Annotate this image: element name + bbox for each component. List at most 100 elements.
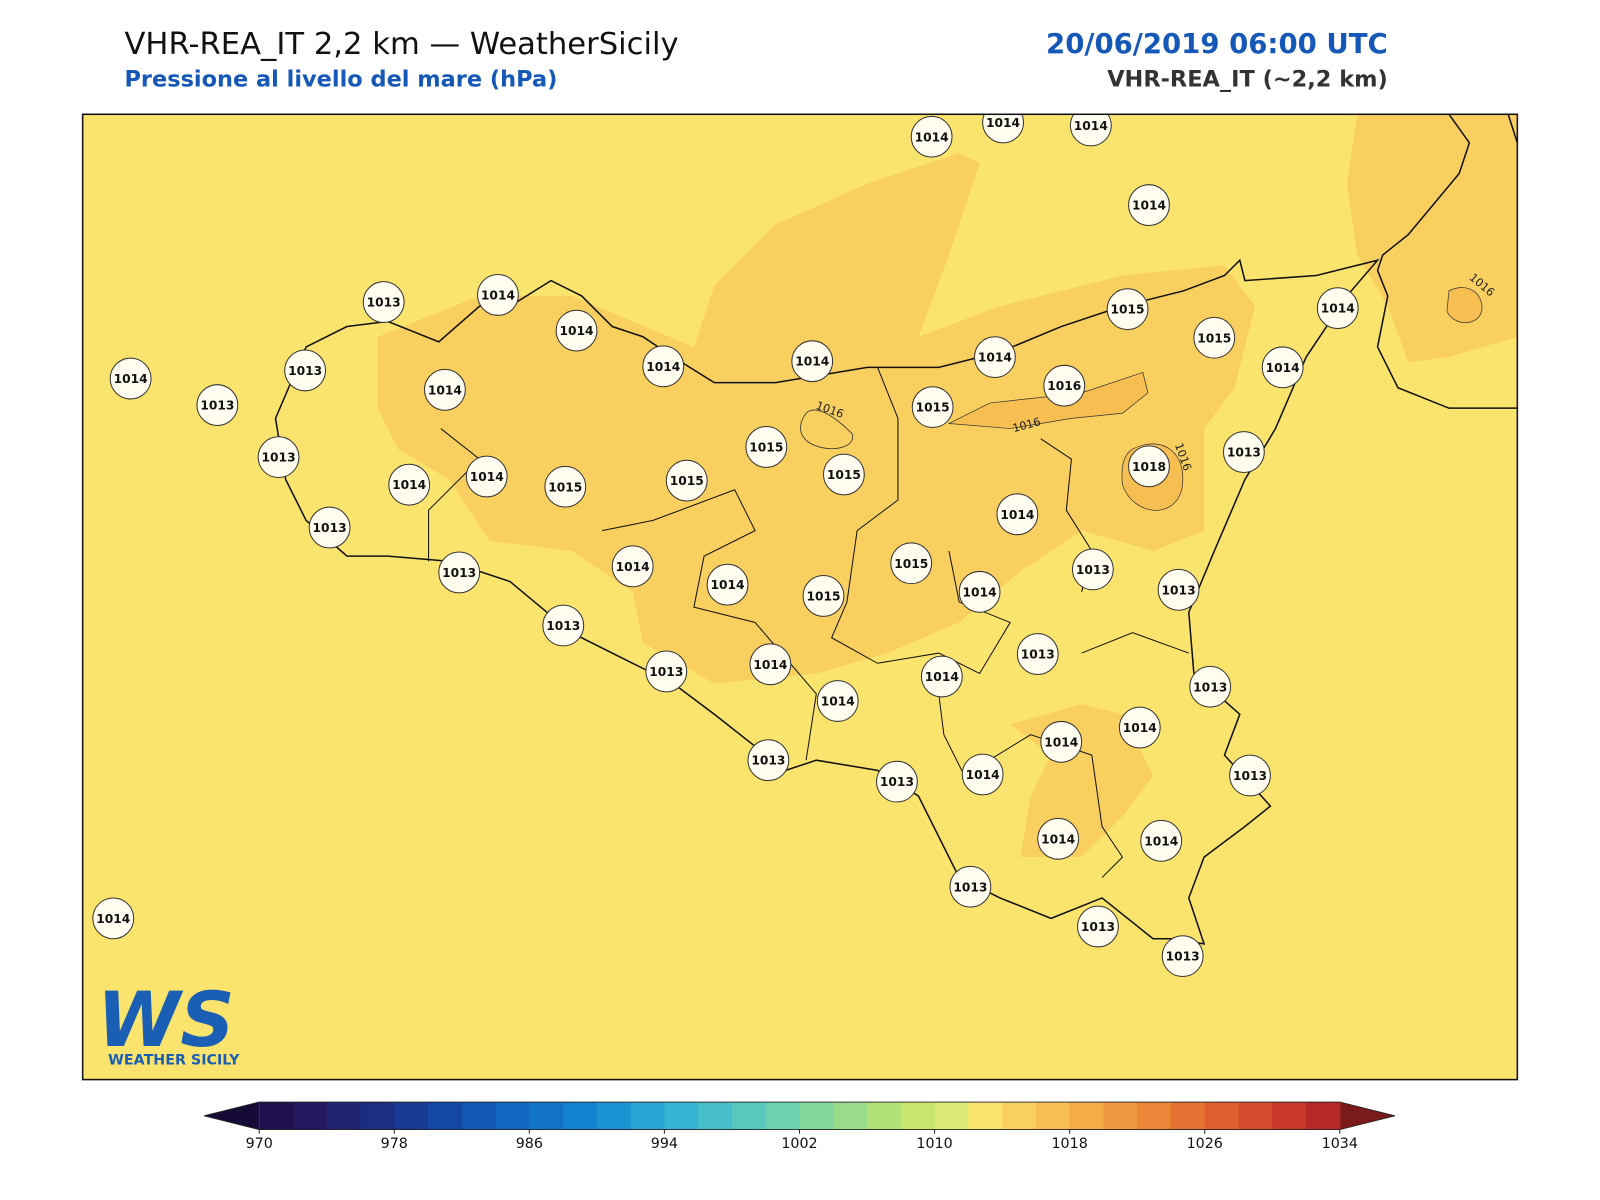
station-value: 1015 <box>670 474 704 488</box>
station: 1014 <box>423 368 466 411</box>
station: 1014 <box>555 309 598 352</box>
station: 1013 <box>1157 568 1200 611</box>
station: 1014 <box>611 545 654 588</box>
station-value: 1015 <box>1197 331 1231 345</box>
station: 1014 <box>958 570 1001 613</box>
station-marker <box>1229 754 1271 797</box>
station-value: 1013 <box>1227 446 1261 460</box>
colorbar-bin <box>461 1102 497 1130</box>
station-marker <box>555 309 598 352</box>
colorbar-bin <box>731 1102 767 1130</box>
station-value: 1014 <box>978 351 1012 365</box>
colorbar-bin <box>968 1102 1003 1130</box>
station-value: 1015 <box>749 440 783 454</box>
station-marker <box>611 545 654 588</box>
station-marker <box>1016 633 1059 675</box>
colorbar-bin <box>1137 1102 1172 1130</box>
colorbar-bin <box>326 1102 362 1130</box>
colorbar-tick-label: 978 <box>381 1136 408 1152</box>
station-value: 1013 <box>1076 563 1110 577</box>
station-value: 1015 <box>916 401 950 415</box>
station-value: 1015 <box>1111 303 1145 317</box>
logo: WS WEATHER SICILY <box>97 976 240 1068</box>
station: 1013 <box>196 384 239 427</box>
station: 1014 <box>706 563 749 606</box>
station-value: 1013 <box>1021 648 1055 662</box>
station-value: 1014 <box>753 658 787 672</box>
station-value: 1015 <box>806 589 840 603</box>
colorbar-bin <box>292 1102 328 1130</box>
station-marker <box>996 493 1039 536</box>
station-value: 1014 <box>925 670 959 684</box>
station: 1013 <box>1222 431 1265 473</box>
station: 1013 <box>308 506 351 549</box>
station: 1015 <box>890 542 933 585</box>
station: 1014 <box>477 273 519 316</box>
station-marker <box>284 349 327 392</box>
coastline <box>274 258 1380 945</box>
station: 1015 <box>1193 316 1236 359</box>
station-value: 1014 <box>795 355 829 369</box>
station-marker <box>910 115 953 158</box>
station-value: 1014 <box>915 130 949 144</box>
station: 1015 <box>665 459 708 502</box>
station-value: 1014 <box>711 578 745 592</box>
isobar <box>800 409 853 450</box>
station-marker <box>642 345 685 388</box>
station: 1013 <box>1071 548 1114 591</box>
station: 1014 <box>973 336 1016 379</box>
station-marker <box>802 575 845 617</box>
colorbar-bin <box>799 1102 834 1130</box>
colorbar-tick-label: 994 <box>651 1136 678 1152</box>
station: 1014 <box>982 114 1024 144</box>
station-marker <box>911 386 954 429</box>
colorbar-extend-high <box>1339 1102 1395 1130</box>
station-value: 1014 <box>821 695 855 709</box>
colorbar-tick-label: 1026 <box>1187 1136 1223 1152</box>
station-value: 1014 <box>96 912 130 926</box>
colorbar-bin <box>1103 1102 1138 1130</box>
station-value: 1014 <box>986 116 1020 130</box>
station: 1015 <box>745 426 788 468</box>
station: 1016 <box>1043 364 1086 407</box>
colorbar-bin <box>1002 1102 1037 1130</box>
station-marker <box>544 465 587 508</box>
station: 1013 <box>645 650 688 693</box>
station-value: 1014 <box>963 585 997 599</box>
colorbar-tick-label: 986 <box>516 1136 543 1152</box>
station-value: 1015 <box>827 468 861 482</box>
station-marker <box>1043 364 1086 407</box>
station: 1014 <box>920 655 963 698</box>
station-value: 1014 <box>1144 834 1178 848</box>
station-value: 1013 <box>1162 583 1196 597</box>
station-marker <box>1037 817 1080 860</box>
map-frame <box>81 113 1519 1081</box>
station-marker <box>706 563 749 606</box>
station-value: 1013 <box>367 296 401 310</box>
colorbar-bin <box>630 1102 665 1130</box>
colorbar: 970 978 986 994 1002 1010 1018 1026 1034 <box>203 1101 1395 1152</box>
subtitle: Pressione al livello del mare (hPa) <box>124 67 557 93</box>
station-value: 1013 <box>1081 920 1115 934</box>
station-value: 1014 <box>1266 361 1300 375</box>
station: 1014 <box>1140 819 1183 862</box>
station-value: 1013 <box>200 399 234 413</box>
station: 1013 <box>1189 665 1232 708</box>
colorbar-bin <box>1204 1102 1239 1130</box>
station-marker <box>477 273 519 316</box>
station: 1014 <box>961 753 1004 796</box>
station-marker <box>1128 184 1170 227</box>
pressure-area <box>947 371 1149 429</box>
station: 1015 <box>1106 288 1149 331</box>
province-border <box>428 367 1189 878</box>
station: 1018 <box>1128 445 1170 488</box>
station: 1015 <box>544 465 587 508</box>
colorbar-bin <box>529 1102 564 1130</box>
logo-text: WEATHER SICILY <box>108 1052 240 1068</box>
station-marker <box>362 281 405 323</box>
station-marker <box>465 455 508 498</box>
station-marker <box>822 453 865 496</box>
station-marker <box>745 426 788 468</box>
station-value: 1013 <box>751 754 785 768</box>
station-value: 1013 <box>1193 680 1227 694</box>
